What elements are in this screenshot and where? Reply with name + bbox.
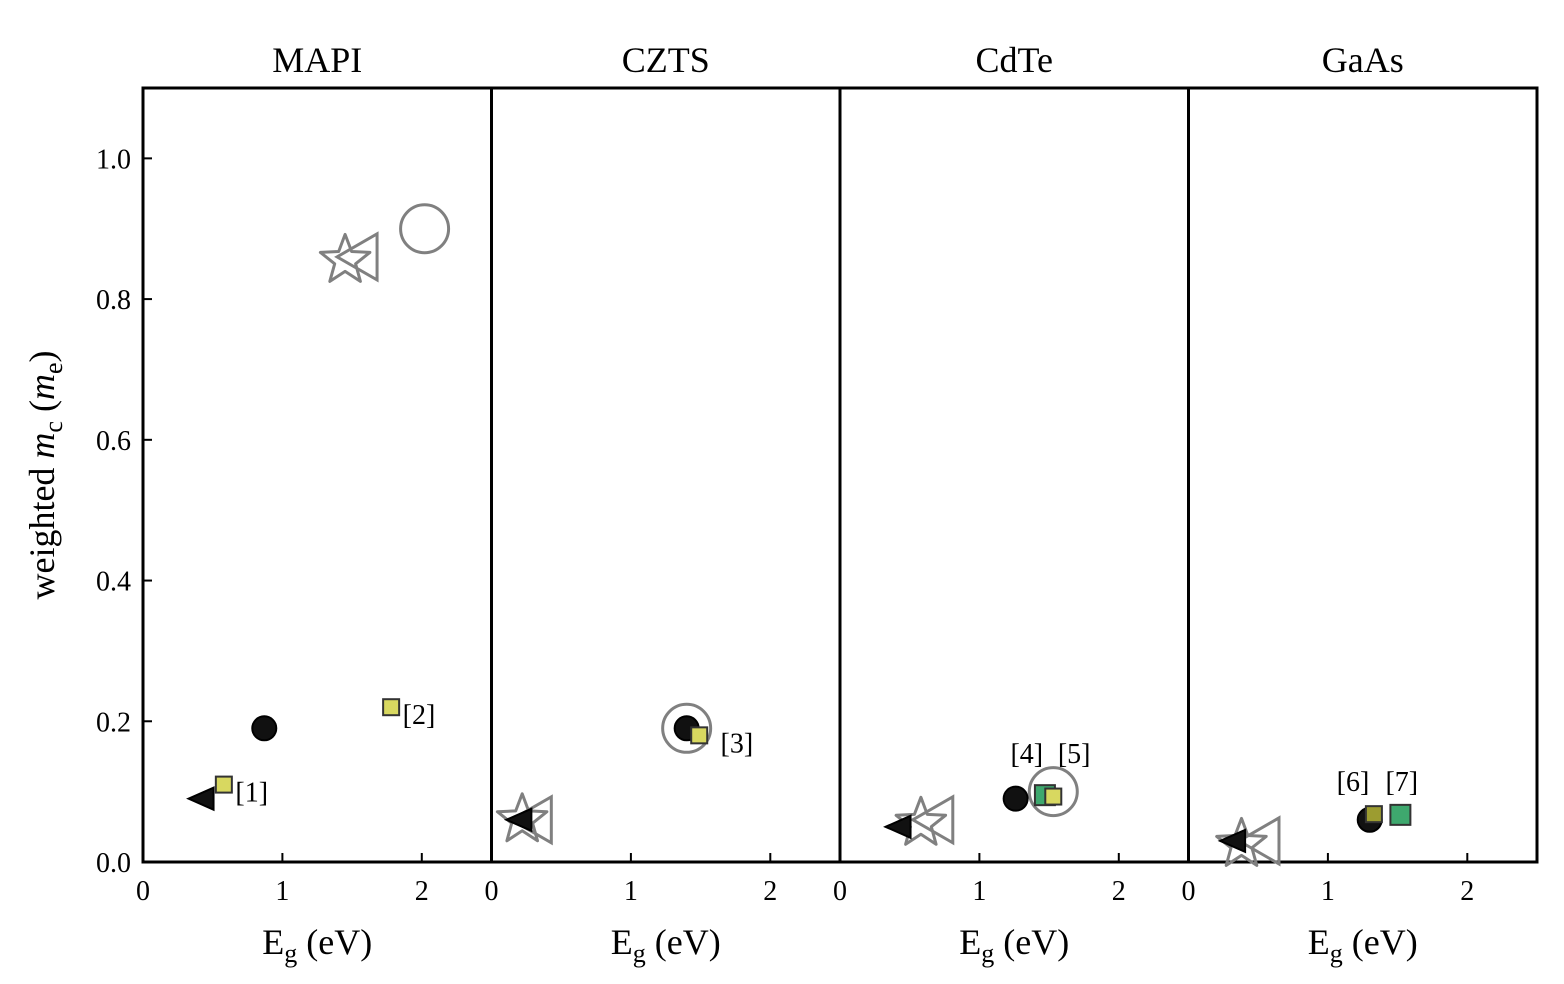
panel-frame-gaas xyxy=(1187,86,1539,864)
marker-yellow-square-czts xyxy=(690,726,709,745)
panel-title-czts: CZTS xyxy=(622,40,710,80)
reference-label-gaas: [6] xyxy=(1337,767,1370,798)
y-axis-title-unit-sub: e xyxy=(39,362,68,374)
marker-open-circle-mapi xyxy=(399,203,451,255)
y-tick-label: 0.8 xyxy=(96,285,131,316)
x-tick-label-gaas: 1 xyxy=(1321,876,1335,907)
y-axis-title-sub: c xyxy=(39,421,68,433)
reference-label-mapi: [1] xyxy=(235,778,268,809)
marker-yellow-square-mapi xyxy=(214,775,233,794)
panel-frames xyxy=(141,86,1539,864)
x-axis-title-mapi: Eg (eV) xyxy=(262,922,372,968)
reference-label-gaas: [7] xyxy=(1385,767,1418,798)
marker-filled-circle-cdte xyxy=(1002,785,1029,812)
marker-filled-triangle-czts xyxy=(503,807,533,833)
data-markers xyxy=(186,203,1412,867)
x-axis-title-sub: g xyxy=(633,939,646,968)
x-tick-label-mapi: 0 xyxy=(136,876,150,907)
y-tick-label: 0.0 xyxy=(96,848,131,879)
marker-yellow-square-cdte xyxy=(1044,787,1063,806)
x-tick-label-cdte: 2 xyxy=(1112,876,1126,907)
y-axis-title-var: m xyxy=(22,433,62,459)
x-tick-label-gaas: 2 xyxy=(1460,876,1474,907)
marker-open-circle-cdte xyxy=(1027,766,1079,818)
y-axis-title-pre: weighted xyxy=(22,459,62,600)
marker-filled-triangle-mapi xyxy=(186,786,215,812)
x-axis-title-rest: (eV) xyxy=(994,922,1069,962)
marker-open-triangle-gaas xyxy=(1235,815,1281,867)
x-tick-label-czts: 2 xyxy=(763,876,777,907)
x-axis-title-czts: Eg (eV) xyxy=(611,922,721,968)
panel-title-mapi: MAPI xyxy=(272,40,362,80)
panel-frame-mapi xyxy=(141,86,493,864)
y-tick-label: 1.0 xyxy=(96,144,131,175)
y-axis-title: weighted mc (me) xyxy=(22,350,68,599)
y-axis-title-close: ) xyxy=(22,350,62,362)
x-axis-title-rest: (eV) xyxy=(646,922,721,962)
marker-filled-triangle-gaas xyxy=(1217,828,1247,854)
panel-frame-czts xyxy=(490,86,842,864)
x-tick-label-czts: 0 xyxy=(485,876,499,907)
x-axis-title-sub: g xyxy=(981,939,994,968)
marker-filled-triangle-cdte xyxy=(883,814,912,840)
y-tick-label: 0.4 xyxy=(96,567,131,598)
marker-open-star-gaas xyxy=(1215,816,1268,867)
x-tick-label-gaas: 0 xyxy=(1182,876,1196,907)
chart-labels: MAPI 0 1 2 Eg (eV) [1] [2] CZTS 0 1 2 Eg (eV) [3] CdT… xyxy=(96,40,1474,968)
x-tick-label-czts: 1 xyxy=(624,876,638,907)
x-axis-title-var: E xyxy=(262,922,284,962)
marker-open-circle-czts xyxy=(661,702,713,754)
panel-title-cdte: CdTe xyxy=(976,40,1053,80)
x-tick-label-mapi: 2 xyxy=(415,876,429,907)
reference-label-cdte: [4] xyxy=(1010,739,1043,770)
reference-label-mapi: [2] xyxy=(403,700,436,731)
y-axis-title-unit: m xyxy=(22,374,62,400)
marker-open-star-mapi xyxy=(318,232,372,283)
x-axis-title-rest: (eV) xyxy=(297,922,372,962)
x-axis-title-cdte: Eg (eV) xyxy=(959,922,1069,968)
marker-open-star-cdte xyxy=(894,795,948,846)
x-axis-title-var: E xyxy=(959,922,981,962)
marker-filled-circle-mapi xyxy=(251,715,278,742)
y-tick-label: 0.2 xyxy=(96,707,131,738)
x-axis-title-sub: g xyxy=(1330,939,1343,968)
marker-olive-square-gaas xyxy=(1364,805,1383,824)
x-axis-title-var: E xyxy=(1308,922,1330,962)
x-axis-title-sub: g xyxy=(284,939,297,968)
x-tick-label-cdte: 0 xyxy=(833,876,847,907)
y-axis-title-open: ( xyxy=(22,400,62,421)
y-tick-label: 0.6 xyxy=(96,426,131,457)
marker-green-square-gaas xyxy=(1389,803,1412,826)
marker-yellow-square-mapi xyxy=(382,698,401,717)
x-tick-label-mapi: 1 xyxy=(275,876,289,907)
marker-open-star-czts xyxy=(495,792,549,843)
x-tick-label-cdte: 1 xyxy=(972,876,986,907)
x-axis-title-rest: (eV) xyxy=(1343,922,1418,962)
x-axis-title-var: E xyxy=(611,922,633,962)
reference-label-cdte: [5] xyxy=(1058,739,1091,770)
reference-label-czts: [3] xyxy=(721,728,754,759)
x-axis-title-gaas: Eg (eV) xyxy=(1308,922,1418,968)
panel-title-gaas: GaAs xyxy=(1322,40,1404,80)
